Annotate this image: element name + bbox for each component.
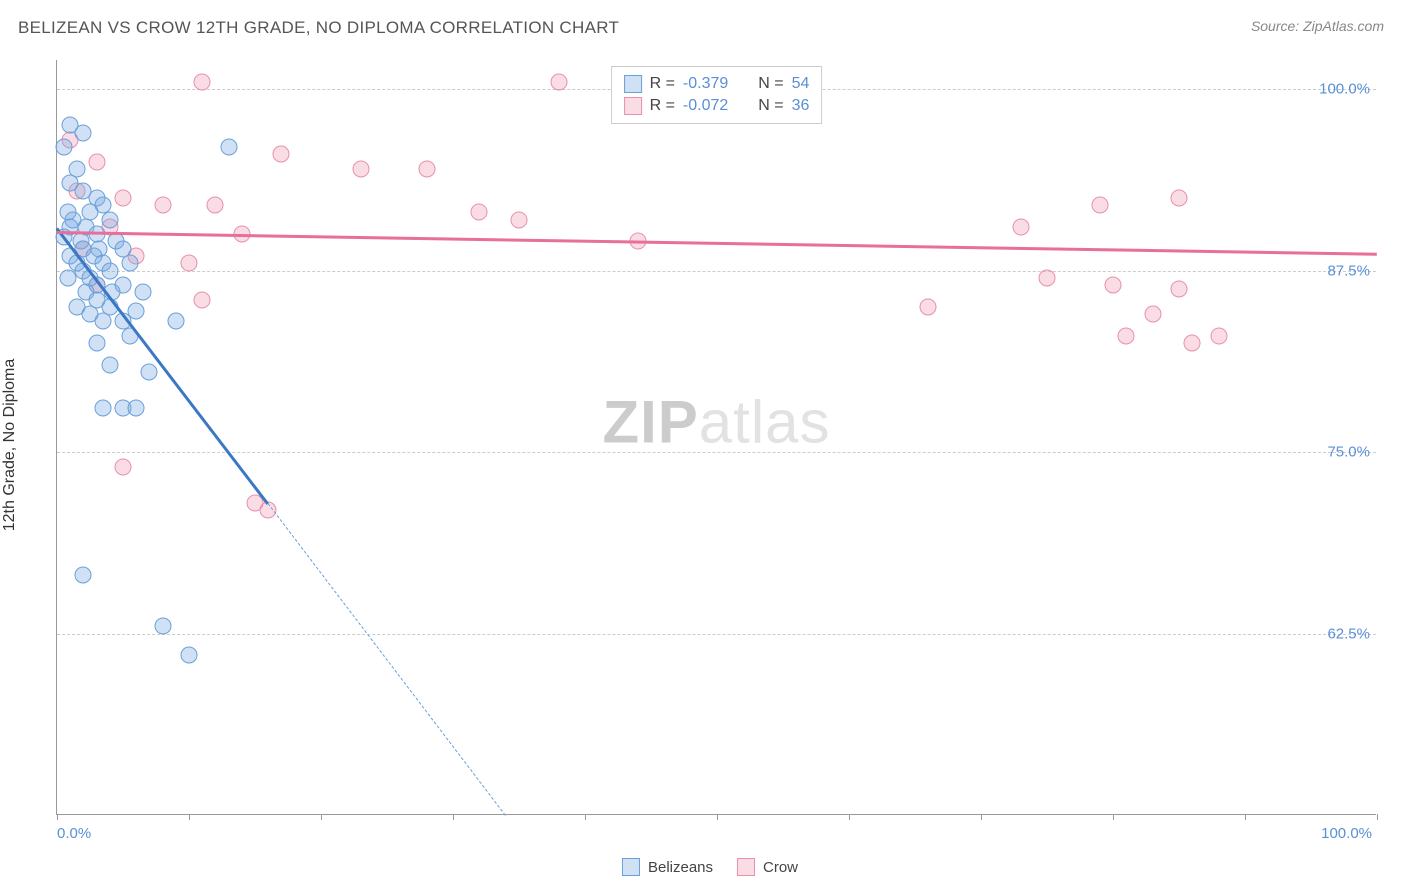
data-point bbox=[920, 298, 937, 315]
data-point bbox=[181, 255, 198, 272]
data-point bbox=[115, 458, 132, 475]
data-point bbox=[418, 160, 435, 177]
x-tick bbox=[1113, 814, 1114, 820]
data-point bbox=[101, 262, 118, 279]
data-point bbox=[1091, 197, 1108, 214]
regression-line-extrapolated bbox=[268, 503, 506, 816]
data-point bbox=[194, 73, 211, 90]
data-point bbox=[1171, 189, 1188, 206]
data-point bbox=[1105, 277, 1122, 294]
stats-legend: R = -0.379 N = 54 R = -0.072 N = 36 bbox=[611, 66, 823, 124]
r-value: -0.072 bbox=[683, 97, 728, 115]
data-point bbox=[141, 364, 158, 381]
data-point bbox=[88, 153, 105, 170]
data-point bbox=[101, 356, 118, 373]
data-point bbox=[194, 291, 211, 308]
data-point bbox=[181, 647, 198, 664]
data-point bbox=[1210, 327, 1227, 344]
data-point bbox=[115, 189, 132, 206]
n-value: 54 bbox=[792, 75, 810, 93]
y-tick-label: 62.5% bbox=[1327, 625, 1370, 642]
n-label: N = bbox=[758, 97, 783, 115]
chart-title: BELIZEAN VS CROW 12TH GRADE, NO DIPLOMA … bbox=[18, 18, 619, 38]
legend-swatch bbox=[622, 858, 640, 876]
n-label: N = bbox=[758, 75, 783, 93]
y-axis-label: 12th Grade, No Diploma bbox=[1, 359, 19, 532]
y-tick-label: 100.0% bbox=[1319, 81, 1370, 98]
data-point bbox=[121, 255, 138, 272]
x-tick bbox=[1377, 814, 1378, 820]
data-point bbox=[471, 204, 488, 221]
gridline bbox=[57, 452, 1376, 453]
legend-swatch bbox=[737, 858, 755, 876]
legend-label: Belizeans bbox=[648, 859, 713, 876]
data-point bbox=[511, 211, 528, 228]
r-label: R = bbox=[650, 97, 675, 115]
data-point bbox=[128, 400, 145, 417]
x-tick bbox=[585, 814, 586, 820]
watermark: ZIPatlas bbox=[602, 387, 830, 456]
data-point bbox=[550, 73, 567, 90]
data-point bbox=[352, 160, 369, 177]
data-point bbox=[220, 139, 237, 156]
data-point bbox=[95, 400, 112, 417]
regression-line bbox=[57, 231, 1377, 255]
data-point bbox=[134, 284, 151, 301]
x-tick bbox=[453, 814, 454, 820]
stats-row-crow: R = -0.072 N = 36 bbox=[624, 95, 810, 117]
data-point bbox=[1039, 269, 1056, 286]
data-point bbox=[1144, 306, 1161, 323]
x-tick bbox=[717, 814, 718, 820]
series-legend: Belizeans Crow bbox=[622, 858, 798, 876]
legend-label: Crow bbox=[763, 859, 798, 876]
x-tick bbox=[1245, 814, 1246, 820]
data-point bbox=[154, 197, 171, 214]
r-value: -0.379 bbox=[683, 75, 728, 93]
data-point bbox=[75, 567, 92, 584]
correlation-chart: 12th Grade, No Diploma ZIPatlas R =-0.37… bbox=[40, 60, 1380, 830]
y-tick-label: 87.5% bbox=[1327, 262, 1370, 279]
x-tick bbox=[981, 814, 982, 820]
legend-item-crow: Crow bbox=[737, 858, 798, 876]
data-point bbox=[1171, 281, 1188, 298]
x-tick bbox=[321, 814, 322, 820]
x-tick bbox=[849, 814, 850, 820]
source-attribution: Source: ZipAtlas.com bbox=[1251, 18, 1384, 34]
y-tick-label: 75.0% bbox=[1327, 444, 1370, 461]
gridline bbox=[57, 271, 1376, 272]
data-point bbox=[167, 313, 184, 330]
data-point bbox=[154, 618, 171, 635]
x-tick bbox=[57, 814, 58, 820]
data-point bbox=[75, 124, 92, 141]
data-point bbox=[101, 211, 118, 228]
n-value: 36 bbox=[792, 97, 810, 115]
stats-row-belizeans: R = -0.379 N = 54 bbox=[624, 73, 810, 95]
r-label: R = bbox=[650, 75, 675, 93]
data-point bbox=[88, 335, 105, 352]
plot-area: ZIPatlas R = -0.379 N = 54 R = -0.072 N = 36 62… bbox=[56, 60, 1376, 815]
x-tick bbox=[189, 814, 190, 820]
data-point bbox=[55, 139, 72, 156]
data-point bbox=[1184, 335, 1201, 352]
legend-swatch bbox=[624, 75, 642, 93]
data-point bbox=[95, 313, 112, 330]
data-point bbox=[59, 269, 76, 286]
data-point bbox=[1118, 327, 1135, 344]
data-point bbox=[273, 146, 290, 163]
regression-line bbox=[56, 227, 269, 504]
gridline bbox=[57, 634, 1376, 635]
legend-item-belizeans: Belizeans bbox=[622, 858, 713, 876]
data-point bbox=[1012, 218, 1029, 235]
x-tick-label: 100.0% bbox=[1321, 825, 1372, 842]
data-point bbox=[207, 197, 224, 214]
legend-swatch bbox=[624, 97, 642, 115]
x-tick-label: 0.0% bbox=[57, 825, 91, 842]
